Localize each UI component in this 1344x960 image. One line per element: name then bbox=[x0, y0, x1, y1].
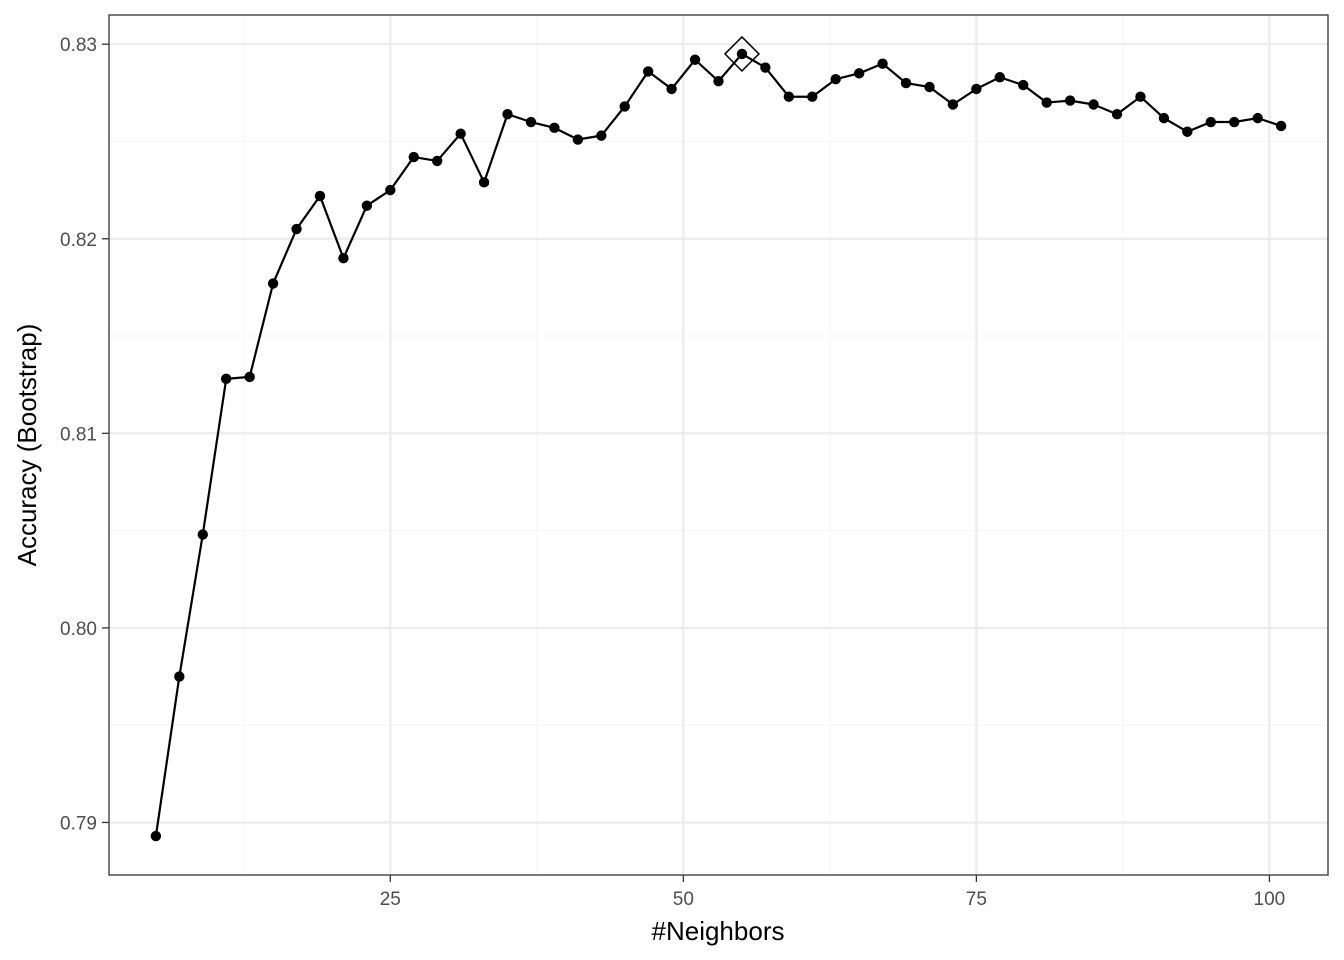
data-point bbox=[783, 91, 795, 102]
x-axis-title: #Neighbors bbox=[652, 916, 785, 946]
data-point bbox=[221, 373, 232, 385]
y-axis-ticks: 0.79 0.80 0.81 0.82 0.83 bbox=[60, 35, 109, 834]
data-point bbox=[642, 66, 654, 77]
data-point bbox=[455, 128, 466, 139]
y-tick-label: 0.79 bbox=[60, 813, 97, 834]
panel-border bbox=[108, 14, 1329, 876]
data-point bbox=[596, 130, 607, 141]
data-point bbox=[478, 177, 490, 188]
data-point bbox=[689, 54, 701, 65]
x-tick-label: 25 bbox=[380, 889, 401, 910]
major-gridlines bbox=[109, 15, 1328, 875]
data-point bbox=[947, 99, 959, 110]
data-point bbox=[619, 101, 630, 112]
data-point bbox=[666, 83, 677, 95]
data-point bbox=[338, 253, 349, 264]
data-point bbox=[314, 190, 326, 202]
x-tick-label: 75 bbox=[966, 889, 987, 910]
data-point bbox=[1018, 79, 1029, 91]
data-point bbox=[900, 77, 912, 89]
y-tick-label: 0.80 bbox=[60, 619, 97, 640]
data-point bbox=[1064, 95, 1076, 106]
data-point bbox=[1111, 109, 1123, 120]
data-point bbox=[713, 75, 724, 87]
data-point bbox=[1275, 120, 1287, 132]
data-point bbox=[244, 371, 255, 383]
minor-gridlines bbox=[109, 15, 1328, 875]
data-point bbox=[1088, 99, 1099, 110]
x-tick-label: 50 bbox=[673, 889, 694, 910]
data-point bbox=[549, 122, 560, 134]
y-axis-title: Accuracy (Bootstrap) bbox=[12, 324, 42, 567]
data-point bbox=[361, 200, 373, 211]
accuracy-series bbox=[150, 35, 1287, 842]
data-point bbox=[853, 68, 865, 79]
data-point bbox=[408, 151, 419, 163]
data-point bbox=[736, 48, 748, 60]
x-axis-ticks: 25 50 75 100 bbox=[380, 875, 1286, 910]
x-tick-label: 100 bbox=[1254, 889, 1286, 910]
data-point bbox=[572, 134, 584, 145]
data-point bbox=[1041, 97, 1052, 108]
data-point bbox=[1205, 116, 1216, 128]
data-point bbox=[525, 116, 537, 128]
y-tick-label: 0.81 bbox=[60, 424, 97, 445]
data-point bbox=[291, 223, 302, 235]
data-point bbox=[197, 529, 208, 540]
data-point bbox=[1158, 112, 1170, 124]
data-point bbox=[1182, 126, 1193, 137]
data-point bbox=[807, 91, 818, 102]
data-point bbox=[830, 74, 841, 85]
data-point bbox=[994, 72, 1006, 83]
data-point bbox=[150, 830, 162, 842]
data-point bbox=[1252, 112, 1263, 124]
data-point bbox=[174, 671, 185, 682]
y-tick-label: 0.83 bbox=[60, 35, 97, 56]
data-point bbox=[971, 83, 982, 95]
data-point bbox=[385, 184, 396, 196]
data-point bbox=[760, 62, 771, 73]
data-point bbox=[1135, 91, 1146, 102]
data-point bbox=[267, 278, 279, 289]
data-point bbox=[924, 81, 935, 93]
best-point-diamond bbox=[723, 35, 761, 72]
data-point bbox=[431, 155, 443, 167]
data-point bbox=[502, 109, 513, 120]
data-point bbox=[1229, 116, 1240, 128]
data-point bbox=[877, 58, 888, 69]
y-tick-label: 0.82 bbox=[60, 230, 97, 251]
